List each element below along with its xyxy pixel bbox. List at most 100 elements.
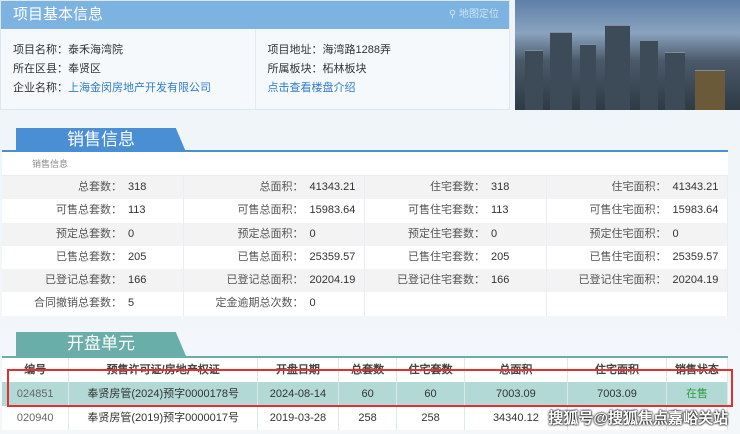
sales-label: 总套数： <box>78 181 122 193</box>
project-intro-link[interactable]: 点击查看楼盘介绍 <box>267 82 356 94</box>
sales-label: 可售住宅套数： <box>408 204 485 217</box>
table-cell: 258 <box>339 406 398 430</box>
sales-cell: 预定住宅面积： 0 <box>547 222 728 246</box>
sales-cell: 定金逾期总次数： 0 <box>184 292 365 316</box>
sales-cell: 可售总套数： 113 <box>2 199 184 223</box>
sales-cell: 已登记总套数： 166 <box>2 269 184 293</box>
table-cell: 258 <box>397 406 465 430</box>
sales-label: 已售住宅套数： <box>408 250 485 263</box>
sales-value: 25359.57 <box>309 250 356 263</box>
sales-cell: 住宅套数： 318 <box>365 176 547 200</box>
sales-cell: 已售总面积： 25359.57 <box>184 245 365 270</box>
table-cell: 2019-03-28 <box>258 406 339 430</box>
sales-label <box>547 292 667 315</box>
sales-info-table: 销售信息 总套数： 318 总面积： 41343.21 住宅套数： 318 住宅面积： 413… <box>2 152 728 316</box>
table-cell: 34340.12 <box>465 406 569 430</box>
column-header: 住宅面积 <box>568 358 667 382</box>
project-info-title: 项目基本信息 <box>13 6 104 23</box>
table-cell: 7003.09 <box>568 382 667 406</box>
table-header: 编号 预售许可证/房地产权证 开盘日期 总套数 住宅套数 总面积 住宅面积 销售状态 <box>2 358 728 382</box>
map-pin-icon: ⚲ <box>448 9 459 20</box>
sales-label: 可售总套数： <box>56 204 122 217</box>
sales-label: 住宅套数： <box>430 181 485 193</box>
sales-label: 已售总套数： <box>56 250 122 263</box>
sales-value: 0 <box>491 227 498 240</box>
district: 所在区县：奉贤区 <box>13 63 101 75</box>
map-location-link[interactable]: ⚲ 地图定位 <box>448 9 499 20</box>
sales-value: 41343.21 <box>672 181 719 193</box>
sales-cell: 总套数： 318 <box>2 176 184 200</box>
sales-cell <box>365 292 547 316</box>
tab-opening-units[interactable]: 开盘单元 <box>16 332 186 356</box>
table-row[interactable]: 020940 奉贤房管(2019)预字0000017号 2019-03-28 258 2… <box>2 406 728 430</box>
sales-cell: 已售总套数： 205 <box>2 245 184 270</box>
sales-label: 已登记总套数： <box>45 274 122 287</box>
sales-row: 总套数： 318 总面积： 41343.21 住宅套数： 318 住宅面积： 41343.21 <box>2 176 728 200</box>
sales-value: 41343.21 <box>309 181 356 193</box>
sales-value <box>485 292 491 315</box>
sales-value: 20204.19 <box>309 274 356 287</box>
table-cell: 024851 <box>2 382 70 406</box>
sales-cell: 住宅面积： 41343.21 <box>547 176 728 200</box>
sales-label: 定金逾期总次数： <box>215 297 304 310</box>
project-photo <box>515 0 740 110</box>
table-cell: 60 <box>397 382 465 406</box>
column-header: 总套数 <box>339 358 398 382</box>
tab-sales-info[interactable]: 销售信息 <box>16 128 186 152</box>
sales-label: 已登记总面积： <box>226 274 304 287</box>
table-cell <box>568 406 667 430</box>
block: 所属板块：柘林板块 <box>267 63 367 75</box>
column-header: 编号 <box>2 358 70 382</box>
sales-label: 可售总面积： <box>237 204 304 217</box>
sales-label: 预定总面积： <box>237 227 304 240</box>
sales-label: 总面积： <box>259 181 304 193</box>
column-header: 开盘日期 <box>258 358 339 382</box>
column-header: 销售状态 <box>667 358 728 382</box>
table-cell: 2024-08-14 <box>258 382 339 406</box>
sales-cell: 总面积： 41343.21 <box>184 176 365 200</box>
company-link[interactable]: 上海金闵房地产开发有限公司 <box>68 82 211 94</box>
sales-label: 已登记住宅面积： <box>578 274 667 287</box>
sales-value: 0 <box>672 227 679 240</box>
table-row[interactable]: 024851 奉贤房管(2024)预字0000178号 2024-08-14 60 60… <box>2 382 728 406</box>
sales-value: 15983.64 <box>309 204 356 217</box>
sales-value: 318 <box>128 181 147 193</box>
sales-value: 205 <box>491 250 510 263</box>
sales-value: 15983.64 <box>672 204 719 217</box>
sales-label: 可售住宅面积： <box>589 204 667 217</box>
sales-cell: 预定总套数： 0 <box>2 222 184 246</box>
table-cell: 7003.09 <box>465 382 569 406</box>
sales-row: 已登记总套数： 166 已登记总面积： 20204.19 已登记住宅套数： 166 已登记住… <box>2 269 728 293</box>
sales-label: 预定住宅面积： <box>589 227 667 240</box>
sales-row: 已售总套数： 205 已售总面积： 25359.57 已售住宅套数： 205 已售住宅面积：… <box>2 245 728 270</box>
project-name: 项目名称：泰禾海湾院 <box>13 44 123 56</box>
sales-cell: 预定总面积： 0 <box>184 222 365 246</box>
sales-value: 166 <box>491 274 510 287</box>
sales-label: 预定总套数： <box>56 227 122 240</box>
sales-row: 可售总套数： 113 可售总面积： 15983.64 可售住宅套数： 113 可售住宅面积：… <box>2 199 728 223</box>
project-info-panel: 项目基本信息 ⚲ 地图定位 项目名称：泰禾海湾院 所在区县：奉贤区 企业名称：上… <box>0 0 510 110</box>
column-header: 总面积 <box>465 358 569 382</box>
sales-cell <box>547 292 728 316</box>
sales-row: 预定总套数： 0 预定总面积： 0 预定住宅套数： 0 预定住宅面积： 0 <box>2 222 728 246</box>
status-badge <box>667 406 728 430</box>
sales-label: 已登记住宅套数： <box>397 274 485 287</box>
sales-value: 318 <box>491 181 510 193</box>
table-cell: 奉贤房管(2024)预字0000178号 <box>69 382 258 406</box>
project-address: 项目地址：海湾路1288弄 <box>267 44 391 56</box>
sales-cell: 可售总面积： 15983.64 <box>184 199 365 223</box>
column-header: 预售许可证/房地产权证 <box>69 358 258 382</box>
sales-value: 166 <box>128 274 147 287</box>
sales-cell: 已登记住宅面积： 20204.19 <box>547 269 728 293</box>
sales-value: 0 <box>128 227 135 240</box>
column-header: 住宅套数 <box>397 358 465 382</box>
watermark: 搜狐号@搜狐焦点嘉峪关站 <box>548 410 728 427</box>
project-info-header: 项目基本信息 ⚲ 地图定位 <box>1 1 509 29</box>
sales-caption: 销售信息 <box>2 152 728 176</box>
sales-value: 20204.19 <box>672 274 719 287</box>
sales-value: 113 <box>491 204 509 217</box>
sales-value: 113 <box>128 204 146 217</box>
sales-label: 住宅面积： <box>611 181 667 193</box>
sales-value: 0 <box>309 227 316 240</box>
sales-cell: 合同撤销总套数： 5 <box>2 292 184 316</box>
